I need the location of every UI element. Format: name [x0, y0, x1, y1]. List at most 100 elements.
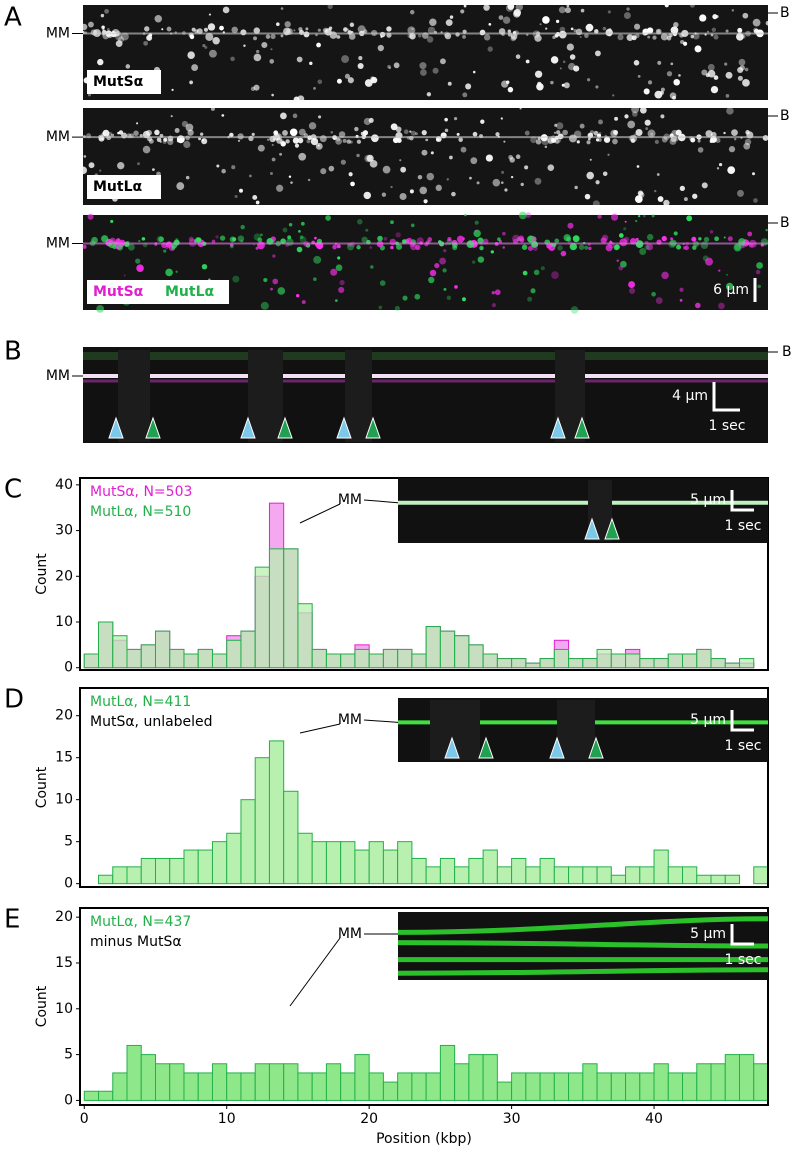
histogram-bar — [468, 644, 484, 669]
spot — [144, 26, 150, 32]
spot — [449, 155, 453, 160]
spot — [288, 175, 292, 178]
spot — [253, 36, 258, 41]
spot — [544, 145, 548, 149]
spot — [343, 27, 348, 32]
spot — [219, 235, 226, 241]
spot — [683, 197, 688, 202]
spot — [141, 237, 146, 241]
spot — [524, 130, 530, 136]
spot — [407, 26, 416, 35]
spot — [314, 236, 317, 240]
spot — [568, 134, 577, 143]
histogram-bar — [482, 653, 498, 669]
gap-arrow — [604, 517, 620, 540]
spot — [566, 43, 574, 51]
spot — [165, 268, 173, 277]
spot — [363, 117, 371, 126]
spot — [285, 139, 290, 144]
spot — [187, 129, 194, 136]
spot — [584, 245, 589, 250]
spot — [554, 123, 558, 127]
spot — [607, 153, 610, 156]
spot — [279, 152, 283, 156]
spot — [201, 263, 208, 270]
gap-arrow — [240, 416, 256, 439]
spot — [472, 131, 478, 137]
spot — [342, 138, 347, 143]
spot — [317, 144, 320, 147]
spot — [765, 228, 768, 232]
spot — [117, 36, 125, 43]
spot — [174, 128, 180, 134]
spot — [229, 236, 236, 243]
spot — [551, 271, 559, 279]
spot — [568, 62, 576, 71]
spot — [456, 132, 460, 136]
spot — [618, 265, 624, 271]
spot — [443, 249, 447, 253]
spot — [272, 278, 279, 285]
spot — [570, 27, 574, 31]
gap-arrow — [365, 416, 381, 439]
spot — [444, 117, 448, 122]
spot — [175, 270, 178, 273]
spot — [414, 293, 421, 300]
x-tick-label: 10 — [218, 1111, 236, 1127]
spot — [447, 237, 452, 242]
spot — [612, 94, 615, 97]
spot — [237, 235, 245, 242]
spot — [163, 249, 167, 253]
spot — [573, 65, 580, 72]
histogram-bar — [169, 1063, 185, 1101]
histogram-bar — [496, 866, 513, 885]
spot — [680, 39, 685, 45]
spot — [479, 245, 484, 251]
histogram-bar — [639, 866, 655, 885]
spot — [272, 138, 276, 142]
spot — [356, 245, 361, 250]
spot — [578, 244, 585, 250]
spot — [463, 4, 467, 8]
spot — [737, 189, 744, 197]
spot — [602, 171, 608, 177]
b-label: B — [780, 108, 790, 124]
spot — [284, 21, 291, 28]
spot — [566, 4, 570, 8]
spot — [737, 66, 744, 74]
spot — [307, 178, 311, 182]
spot — [652, 35, 657, 40]
histogram-bar — [254, 757, 270, 885]
spot — [673, 22, 679, 28]
spot — [231, 165, 236, 170]
spot — [527, 245, 534, 251]
spot — [347, 77, 354, 84]
spot — [378, 305, 383, 310]
histogram-bar — [140, 644, 156, 669]
mm-label: MM — [46, 368, 70, 384]
spot — [152, 168, 155, 171]
spot — [427, 237, 433, 242]
spot — [502, 246, 505, 249]
spot — [428, 276, 435, 284]
spot — [137, 162, 140, 166]
spot — [616, 259, 620, 262]
histogram-bar — [154, 630, 171, 669]
spot — [504, 188, 508, 192]
histogram-bar — [283, 790, 299, 885]
spot — [387, 64, 391, 69]
spot — [635, 33, 640, 39]
spot — [694, 45, 702, 53]
y-tick-label: 20 — [55, 708, 73, 724]
spot — [670, 62, 674, 66]
histogram-bar — [439, 857, 456, 885]
spot — [204, 45, 208, 49]
spot — [292, 137, 300, 144]
spot — [464, 214, 467, 217]
spot — [595, 85, 599, 89]
spot — [636, 165, 640, 168]
spot — [483, 34, 491, 41]
histogram-bar — [724, 662, 741, 669]
histogram-bar — [268, 740, 285, 885]
spot — [530, 236, 537, 242]
